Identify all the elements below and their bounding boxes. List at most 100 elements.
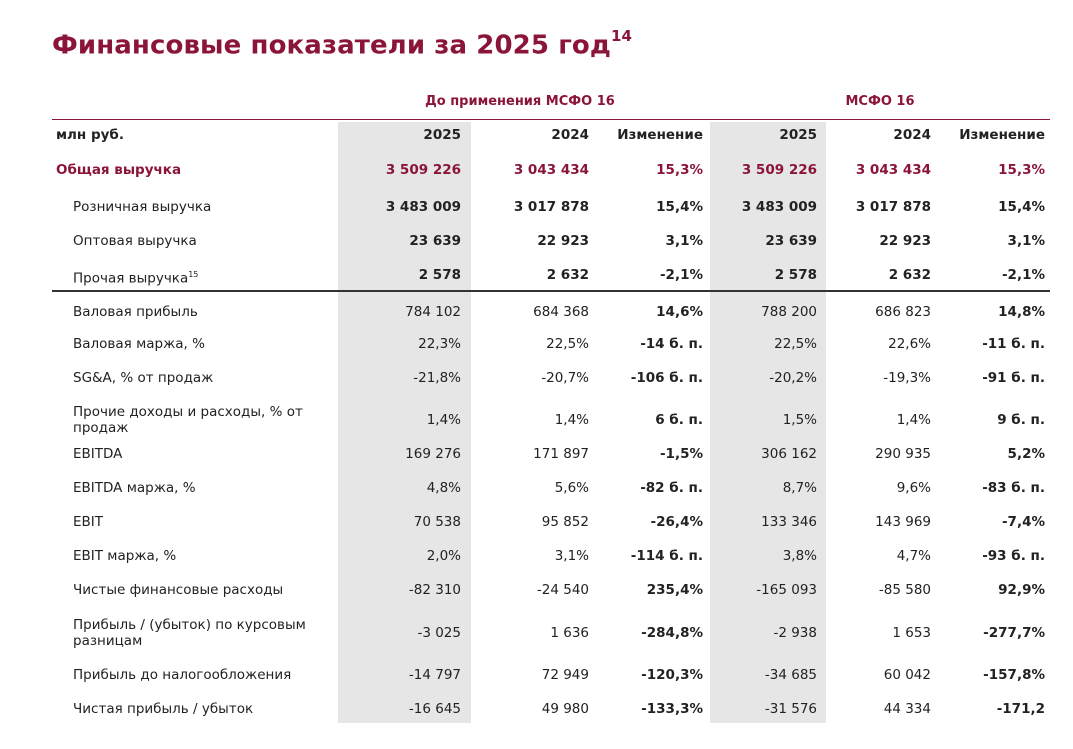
table-cell: 22,3%	[418, 336, 461, 352]
table-cell: 1,4%	[554, 412, 589, 428]
col-header: Изменение	[617, 127, 703, 143]
table-cell: 3 043 434	[855, 162, 931, 178]
row-label-text: EBIT	[73, 514, 104, 530]
row-label-text: Оптовая выручка	[73, 233, 197, 249]
table-cell: 9,6%	[896, 480, 931, 496]
table-cell: -20,7%	[541, 370, 589, 386]
table-cell: -20,2%	[769, 370, 817, 386]
table-cell: 788 200	[761, 304, 817, 320]
table-cell: 306 162	[761, 446, 817, 462]
col-header: 2024	[551, 127, 589, 143]
table-cell: 171 897	[533, 446, 589, 462]
table-cell: -165 093	[756, 582, 817, 598]
table-cell: 3 483 009	[385, 199, 461, 215]
table-cell: -133,3%	[641, 701, 703, 717]
table-cell: 60 042	[883, 667, 931, 683]
row-label: Прочие доходы и расходы, % от продаж	[73, 404, 328, 436]
table-cell: 143 969	[875, 514, 931, 530]
table-cell: 22,5%	[774, 336, 817, 352]
table-cell: 4,8%	[426, 480, 461, 496]
table-cell: 70 538	[413, 514, 461, 530]
row-label-text: Валовая маржа, %	[73, 336, 205, 352]
table-cell: 15,4%	[998, 199, 1045, 215]
row-label: SG&A, % от продаж	[73, 370, 328, 386]
table-cell: 2 578	[418, 267, 461, 283]
row-label: EBIT	[73, 514, 328, 530]
table-cell: 1,5%	[782, 412, 817, 428]
table-cell: 2,0%	[426, 548, 461, 564]
table-cell: -114 б. п.	[630, 548, 703, 564]
row-label-text: Розничная выручка	[73, 199, 212, 215]
page-title: Финансовые показатели за 2025 год14	[52, 27, 632, 61]
table-cell: 14,6%	[656, 304, 703, 320]
table-cell: 1,4%	[426, 412, 461, 428]
table-cell: 3,8%	[782, 548, 817, 564]
table-cell: 3 043 434	[513, 162, 589, 178]
table-cell: 3,1%	[554, 548, 589, 564]
table-cell: -83 б. п.	[982, 480, 1045, 496]
row-label: EBITDA	[73, 446, 328, 462]
shaded-column-2025-pre	[338, 122, 471, 723]
table-cell: 3,1%	[665, 233, 703, 249]
row-label: Розничная выручка	[73, 199, 328, 215]
table-cell: -120,3%	[641, 667, 703, 683]
table-cell: 72 949	[541, 667, 589, 683]
table-cell: 2 578	[774, 267, 817, 283]
table-cell: 3,1%	[1007, 233, 1045, 249]
table-cell: -277,7%	[983, 625, 1045, 641]
table-cell: 684 368	[533, 304, 589, 320]
table-cell: 15,4%	[656, 199, 703, 215]
table-cell: -14 б. п.	[640, 336, 703, 352]
table-cell: 44 334	[883, 701, 931, 717]
row-label: EBIT маржа, %	[73, 548, 328, 564]
table-cell: -91 б. п.	[982, 370, 1045, 386]
table-cell: -85 580	[878, 582, 931, 598]
table-cell: -11 б. п.	[982, 336, 1045, 352]
table-cell: 3 509 226	[385, 162, 461, 178]
table-cell: -93 б. п.	[982, 548, 1045, 564]
table-cell: 15,3%	[998, 162, 1045, 178]
shaded-column-2025-ifrs	[710, 122, 826, 723]
table-cell: 22,5%	[546, 336, 589, 352]
table-cell: -26,4%	[650, 514, 703, 530]
group-header-ifrs16: МСФО 16	[845, 94, 915, 109]
col-header: Изменение	[959, 127, 1045, 143]
table-cell: -7,4%	[1001, 514, 1045, 530]
table-cell: 92,9%	[998, 582, 1045, 598]
row-label: Чистая прибыль / убыток	[73, 701, 328, 717]
row-label: Валовая прибыль	[73, 304, 328, 320]
table-cell: -31 576	[764, 701, 817, 717]
table-cell: -157,8%	[983, 667, 1045, 683]
table-cell: -2,1%	[1001, 267, 1045, 283]
table-cell: -2 938	[773, 625, 817, 641]
row-label: Оптовая выручка	[73, 233, 328, 249]
table-cell: 14,8%	[998, 304, 1045, 320]
table-cell: 3 483 009	[741, 199, 817, 215]
row-label: Общая выручка	[56, 162, 311, 178]
table-cell: -19,3%	[883, 370, 931, 386]
table-cell: -284,8%	[641, 625, 703, 641]
table-cell: 9 б. п.	[997, 412, 1045, 428]
row-label-text: Валовая прибыль	[73, 304, 198, 320]
table-cell: -14 797	[408, 667, 461, 683]
table-cell: -34 685	[764, 667, 817, 683]
table-cell: -24 540	[536, 582, 589, 598]
table-cell: 3 017 878	[855, 199, 931, 215]
table-cell: 49 980	[541, 701, 589, 717]
table-cell: 4,7%	[896, 548, 931, 564]
table-cell: 8,7%	[782, 480, 817, 496]
col-header: 2025	[779, 127, 817, 143]
table-cell: 22 923	[537, 233, 589, 249]
table-cell: 23 639	[765, 233, 817, 249]
row-label: Прибыль / (убыток) по курсовым разницам	[73, 617, 328, 649]
col-header: 2024	[893, 127, 931, 143]
table-cell: 1,4%	[896, 412, 931, 428]
row-label-text: Чистые финансовые расходы	[73, 582, 284, 598]
row-label-text: EBIT маржа, %	[73, 548, 177, 564]
table-cell: 2 632	[546, 267, 589, 283]
table-cell: 22,6%	[888, 336, 931, 352]
table-cell: 22 923	[879, 233, 931, 249]
table-cell: 1 636	[550, 625, 589, 641]
row-label-text: Прибыль / (убыток) по курсовым разницам	[73, 617, 306, 649]
row-label-text: EBITDA	[73, 446, 123, 462]
